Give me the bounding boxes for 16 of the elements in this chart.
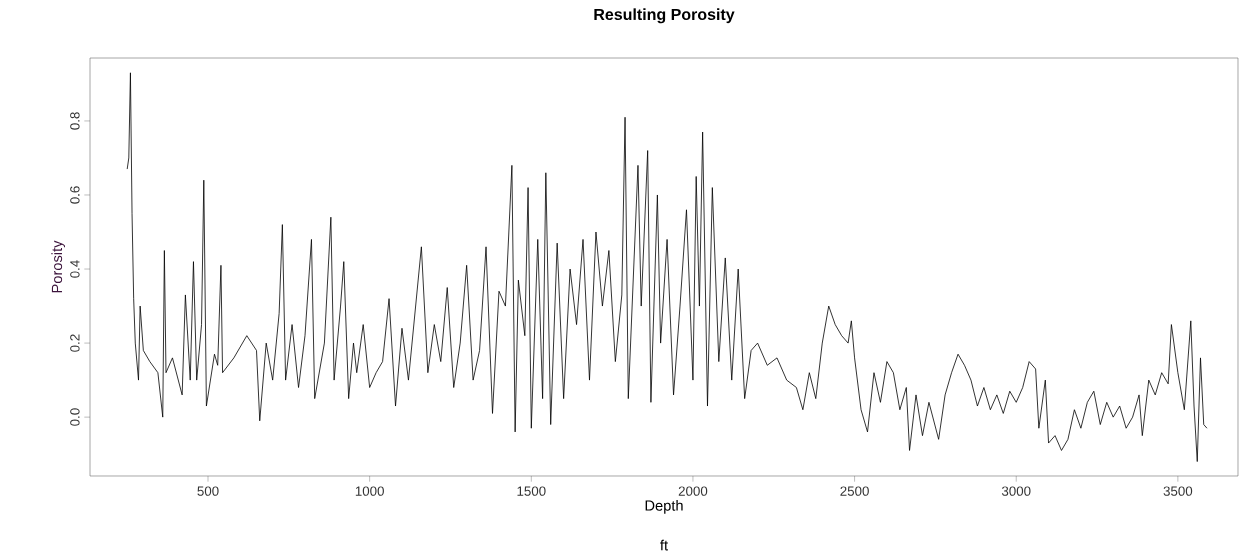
x-tick-label: 1500 <box>517 486 546 496</box>
x-tick-label: 3500 <box>1163 486 1193 496</box>
x-axis-title: Depth <box>645 499 683 514</box>
x-tick-label: 500 <box>197 486 219 496</box>
x-tick-label: 2000 <box>678 486 708 496</box>
x-tick-label: 2500 <box>840 486 869 496</box>
y-tick-label: 0.8 <box>70 112 80 130</box>
chart-title: Resulting Porosity <box>594 8 735 24</box>
y-axis-title: Porosity <box>51 240 66 293</box>
y-tick-label: 0.0 <box>70 408 80 426</box>
y-tick-label: 0.6 <box>70 186 80 204</box>
x-tick-label: 1000 <box>355 486 384 496</box>
text: ft <box>660 539 668 551</box>
y-tick-label: 0.4 <box>70 260 80 278</box>
y-tick-label: 0.2 <box>70 334 80 352</box>
x-tick-label: 3000 <box>1001 486 1031 496</box>
